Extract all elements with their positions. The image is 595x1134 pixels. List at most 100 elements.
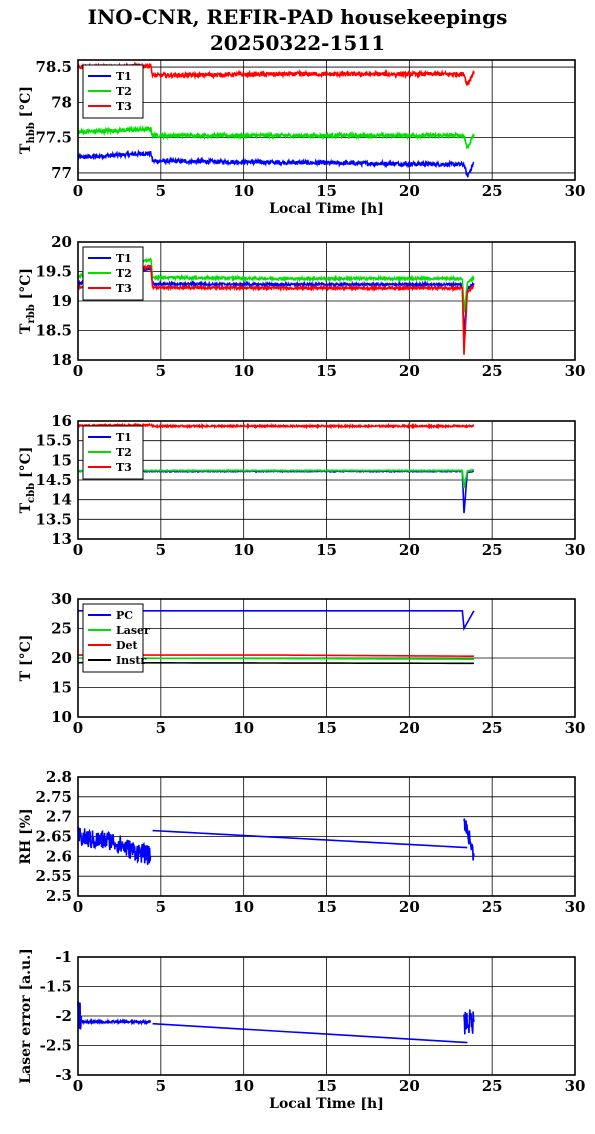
chart-title-line1: INO-CNR, REFIR-PAD housekeepings	[87, 5, 508, 29]
y-tick-label: 77	[51, 164, 72, 182]
x-tick-label: 15	[316, 362, 337, 380]
legend-label-t2: T2	[116, 85, 132, 98]
y-tick-label: 20	[51, 233, 72, 251]
legend-label-t3: T3	[116, 100, 132, 113]
x-tick-label: 5	[156, 1077, 166, 1095]
y-tick-label: 18.5	[35, 322, 72, 340]
x-tick-label: 25	[482, 541, 503, 559]
x-tick-label: 25	[482, 182, 503, 200]
y-tick-label: 20	[51, 649, 72, 667]
legend-label-instr: Instr	[116, 654, 146, 667]
y-tick-label: 15	[51, 679, 72, 697]
x-tick-label: 5	[156, 898, 166, 916]
legend-label-t2: T2	[116, 267, 132, 280]
plot-frame	[77, 598, 576, 718]
series-line-t2	[77, 468, 475, 489]
y-tick-label: -2	[55, 1007, 72, 1025]
x-tick-label: 5	[156, 719, 166, 737]
legend-label-t1: T1	[116, 252, 132, 265]
y-tick-label: 2.75	[35, 788, 72, 806]
x-tick-label: 15	[316, 1077, 337, 1095]
x-tick-label: 30	[565, 898, 586, 916]
series-line-2	[152, 829, 468, 849]
series-line-instr	[77, 661, 474, 665]
x-tick-label: 30	[565, 1077, 586, 1095]
chart-title-line2: 20250322-1511	[209, 31, 386, 55]
y-axis-label: T [°C]	[18, 635, 34, 682]
y-tick-label: -1.5	[40, 978, 72, 996]
y-tick-label: 13	[51, 530, 72, 548]
x-tick-label: 0	[73, 719, 83, 737]
x-tick-label: 15	[316, 898, 337, 916]
plot-frame	[77, 241, 576, 361]
legend-label-t1: T1	[116, 431, 132, 444]
y-tick-label: 14.5	[35, 471, 72, 489]
y-tick-label: 16	[51, 412, 72, 430]
y-tick-label: 10	[51, 708, 72, 726]
x-tick-label: 20	[399, 898, 420, 916]
x-axis-label: Local Time [h]	[269, 201, 384, 217]
legend-label-t3: T3	[116, 282, 132, 295]
chart-panel-1: 0 5 10 15 20 25 30 77 77.5 78 78.5 Local Time [h] Th…	[18, 58, 585, 217]
y-tick-label: 14	[51, 491, 72, 509]
x-tick-label: 0	[73, 541, 83, 559]
x-tick-label: 25	[482, 362, 503, 380]
chart-panel-6: 0 5 10 15 20 25 30 -3 -2.5 -2 -1.5 -1 Local Time [h]…	[18, 948, 585, 1112]
y-axis-label: Thbb [°C]	[18, 86, 37, 154]
x-tick-label: 25	[482, 898, 503, 916]
chart-panel-2: 0 5 10 15 20 25 30 18 18.5 19 19.5 20 Trbb [°C] T1 T2 T…	[18, 233, 585, 380]
y-tick-label: 78	[51, 93, 72, 111]
x-tick-label: 5	[156, 362, 166, 380]
x-tick-label: 5	[156, 182, 166, 200]
y-tick-label: 30	[51, 590, 72, 608]
legend-label-t2: T2	[116, 446, 132, 459]
chart-panel-4: 0 5 10 15 20 25 30 10 15 20 25 30 T [°C] PC Laser Det In…	[18, 590, 585, 737]
series-line-t1	[77, 149, 475, 178]
series-line-4	[463, 1009, 475, 1035]
plot-frame	[77, 420, 576, 540]
legend-label-pc: PC	[116, 609, 133, 622]
x-tick-label: 10	[233, 541, 254, 559]
y-axis-label: RH [%]	[18, 808, 34, 864]
x-tick-label: 0	[73, 182, 83, 200]
x-tick-label: 25	[482, 1077, 503, 1095]
x-tick-label: 30	[565, 362, 586, 380]
y-tick-label: 25	[51, 620, 72, 638]
x-tick-label: 20	[399, 182, 420, 200]
y-tick-label: 2.5	[46, 887, 72, 905]
x-axis-label: Local Time [h]	[269, 1096, 384, 1112]
series-line-t2	[77, 257, 475, 313]
y-axis-label: Laser error [a.u.]	[18, 948, 34, 1083]
y-tick-label: 2.55	[35, 867, 72, 885]
y-tick-label: 77.5	[35, 129, 72, 147]
x-tick-label: 0	[73, 362, 83, 380]
series-line-laser	[77, 657, 474, 660]
x-tick-label: 10	[233, 182, 254, 200]
x-tick-label: 20	[399, 1077, 420, 1095]
series-line-pc	[78, 609, 475, 632]
y-tick-label: 2.6	[46, 847, 72, 865]
legend-label-t3: T3	[116, 461, 132, 474]
y-tick-label: 2.65	[35, 828, 72, 846]
series-line-t3	[77, 422, 475, 430]
y-tick-label: 19.5	[35, 263, 72, 281]
x-tick-label: 15	[316, 719, 337, 737]
x-tick-label: 30	[565, 541, 586, 559]
y-tick-label: 78.5	[35, 58, 72, 76]
plot-frame	[77, 956, 576, 1076]
y-tick-label: 2.8	[46, 768, 72, 786]
chart-panel-5: 0 5 10 15 20 25 30 2.5 2.55 2.62.65 2.7 2.75 2.8 RH […	[18, 768, 585, 916]
x-tick-label: 30	[565, 182, 586, 200]
legend-label-laser: Laser	[116, 624, 150, 637]
x-tick-label: 15	[316, 182, 337, 200]
x-tick-label: 10	[233, 719, 254, 737]
x-tick-label: 15	[316, 541, 337, 559]
y-tick-label: 15	[51, 451, 72, 469]
x-tick-label: 20	[399, 541, 420, 559]
x-tick-label: 30	[565, 719, 586, 737]
y-tick-label: 18	[51, 351, 72, 369]
series-line-3	[463, 818, 475, 861]
y-axis-label: Tcbb [°C]	[18, 447, 37, 514]
